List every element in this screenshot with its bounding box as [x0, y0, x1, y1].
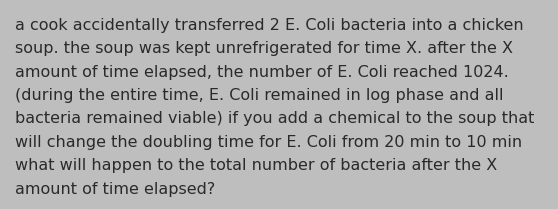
Text: bacteria remained viable) if you add a chemical to the soup that: bacteria remained viable) if you add a c…	[15, 111, 535, 126]
Text: soup. the soup was kept unrefrigerated for time X. after the X: soup. the soup was kept unrefrigerated f…	[15, 41, 513, 56]
Text: will change the doubling time for E. Coli from 20 min to 10 min: will change the doubling time for E. Col…	[15, 135, 522, 150]
Text: (during the entire time, E. Coli remained in log phase and all: (during the entire time, E. Coli remaine…	[15, 88, 503, 103]
Text: amount of time elapsed?: amount of time elapsed?	[15, 182, 215, 197]
Text: a cook accidentally transferred 2 E. Coli bacteria into a chicken: a cook accidentally transferred 2 E. Col…	[15, 18, 524, 33]
Text: what will happen to the total number of bacteria after the X: what will happen to the total number of …	[15, 158, 497, 173]
Text: amount of time elapsed, the number of E. Coli reached 1024.: amount of time elapsed, the number of E.…	[15, 65, 509, 80]
